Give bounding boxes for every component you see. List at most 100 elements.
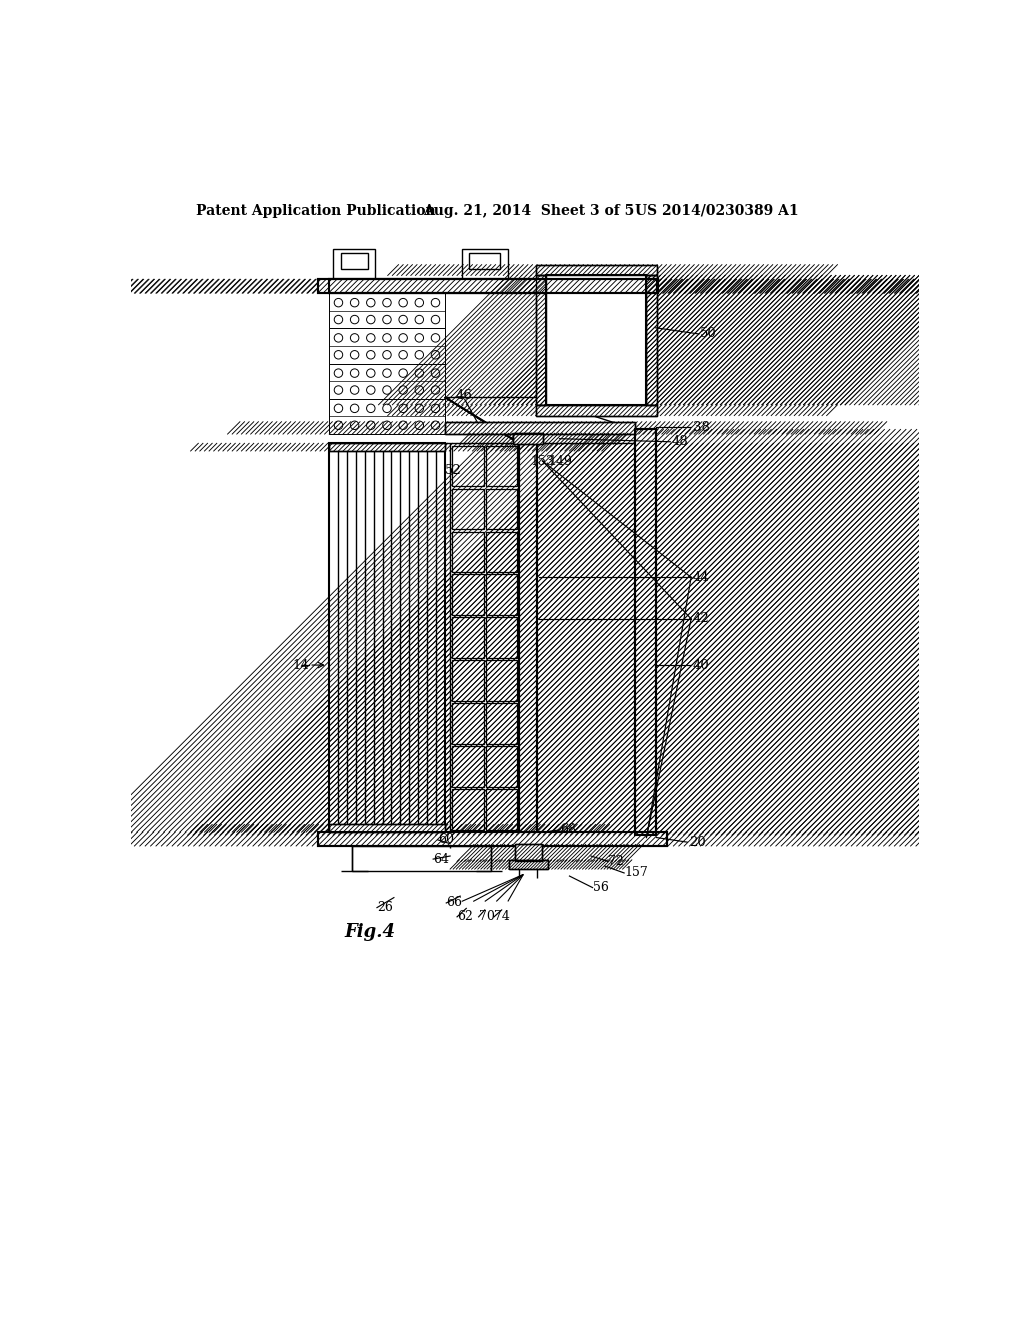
Bar — [330, 444, 444, 832]
Text: 38: 38 — [692, 421, 710, 434]
Bar — [453, 789, 483, 830]
Polygon shape — [444, 397, 519, 444]
Circle shape — [383, 385, 391, 395]
Circle shape — [415, 351, 424, 359]
Bar — [515, 845, 542, 862]
Text: US 2014/0230389 A1: US 2014/0230389 A1 — [635, 203, 799, 218]
Bar — [515, 845, 542, 862]
Circle shape — [431, 404, 439, 413]
Circle shape — [431, 298, 439, 306]
Circle shape — [350, 298, 358, 306]
Bar — [453, 660, 483, 701]
Bar — [646, 276, 657, 405]
Bar — [341, 253, 368, 268]
Bar — [486, 746, 517, 787]
Circle shape — [431, 385, 439, 395]
Circle shape — [334, 404, 343, 413]
Circle shape — [399, 421, 408, 429]
Circle shape — [431, 368, 439, 378]
Text: 40: 40 — [692, 659, 710, 672]
Text: 46: 46 — [456, 389, 472, 403]
Circle shape — [367, 385, 375, 395]
Bar — [453, 746, 483, 787]
Circle shape — [415, 385, 424, 395]
Polygon shape — [462, 280, 497, 288]
Bar — [330, 444, 444, 451]
Bar — [330, 825, 444, 832]
Bar — [646, 276, 657, 405]
Bar — [333, 249, 376, 281]
Circle shape — [415, 334, 424, 342]
Bar — [536, 276, 547, 405]
Text: 66: 66 — [446, 896, 462, 909]
Text: 62: 62 — [457, 911, 473, 924]
Bar — [486, 532, 517, 572]
Circle shape — [350, 351, 358, 359]
Bar — [536, 405, 657, 416]
Bar — [444, 422, 635, 434]
Circle shape — [415, 315, 424, 323]
Bar — [513, 433, 544, 444]
Bar — [536, 405, 657, 416]
Bar — [519, 444, 538, 832]
Text: 56: 56 — [593, 880, 608, 894]
Bar — [453, 704, 483, 744]
Circle shape — [383, 404, 391, 413]
Circle shape — [415, 404, 424, 413]
Circle shape — [334, 351, 343, 359]
Bar — [509, 859, 548, 869]
Bar — [536, 264, 657, 276]
Polygon shape — [319, 280, 333, 288]
Circle shape — [399, 368, 408, 378]
Circle shape — [367, 404, 375, 413]
Circle shape — [383, 351, 391, 359]
Bar — [330, 399, 444, 434]
Bar — [635, 429, 655, 836]
Bar — [536, 264, 657, 276]
Circle shape — [367, 298, 375, 306]
Bar — [352, 846, 490, 871]
Text: 60: 60 — [438, 833, 454, 846]
Bar — [469, 253, 500, 268]
Text: 149: 149 — [549, 454, 572, 467]
Circle shape — [399, 298, 408, 306]
Circle shape — [399, 385, 408, 395]
Bar — [317, 832, 668, 846]
Bar — [536, 276, 547, 405]
Text: 14: 14 — [292, 659, 309, 672]
Text: 64: 64 — [433, 853, 450, 866]
Text: Fig.4: Fig.4 — [345, 923, 395, 941]
Bar — [486, 574, 517, 615]
Bar — [330, 329, 444, 363]
Bar — [453, 488, 483, 529]
Bar — [486, 660, 517, 701]
Bar — [519, 444, 538, 832]
Bar — [317, 832, 668, 846]
Circle shape — [367, 351, 375, 359]
Bar — [513, 433, 544, 444]
Circle shape — [399, 404, 408, 413]
Text: 70: 70 — [478, 911, 495, 924]
Circle shape — [431, 351, 439, 359]
Text: Aug. 21, 2014  Sheet 3 of 5: Aug. 21, 2014 Sheet 3 of 5 — [423, 203, 635, 218]
Bar — [486, 446, 517, 486]
Bar — [635, 429, 655, 836]
Circle shape — [350, 368, 358, 378]
Bar — [330, 293, 444, 329]
Circle shape — [334, 385, 343, 395]
Bar — [330, 280, 658, 293]
Circle shape — [431, 334, 439, 342]
Text: 157: 157 — [625, 866, 648, 879]
Bar — [486, 488, 517, 529]
Circle shape — [431, 421, 439, 429]
Circle shape — [399, 334, 408, 342]
Bar — [317, 280, 657, 293]
Bar — [547, 276, 646, 405]
Circle shape — [334, 368, 343, 378]
Bar — [453, 574, 483, 615]
Polygon shape — [444, 397, 519, 444]
Bar — [536, 264, 657, 276]
Circle shape — [415, 368, 424, 378]
Bar — [317, 280, 657, 293]
Bar — [509, 859, 548, 869]
